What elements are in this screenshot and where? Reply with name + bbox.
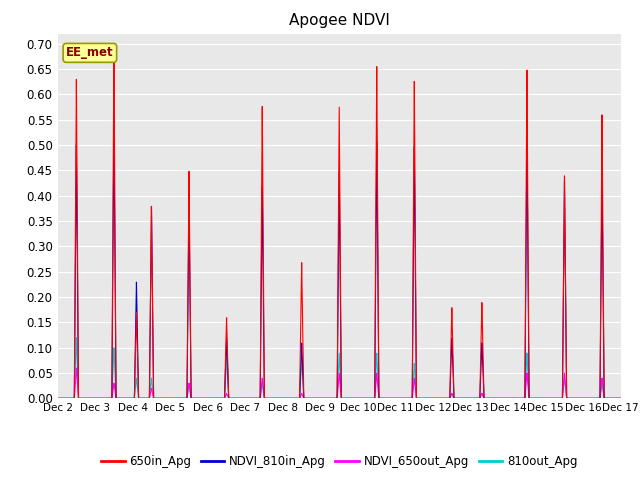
Legend: 650in_Apg, NDVI_810in_Apg, NDVI_650out_Apg, 810out_Apg: 650in_Apg, NDVI_810in_Apg, NDVI_650out_A… bbox=[96, 450, 582, 473]
Title: Apogee NDVI: Apogee NDVI bbox=[289, 13, 390, 28]
Text: EE_met: EE_met bbox=[66, 47, 114, 60]
